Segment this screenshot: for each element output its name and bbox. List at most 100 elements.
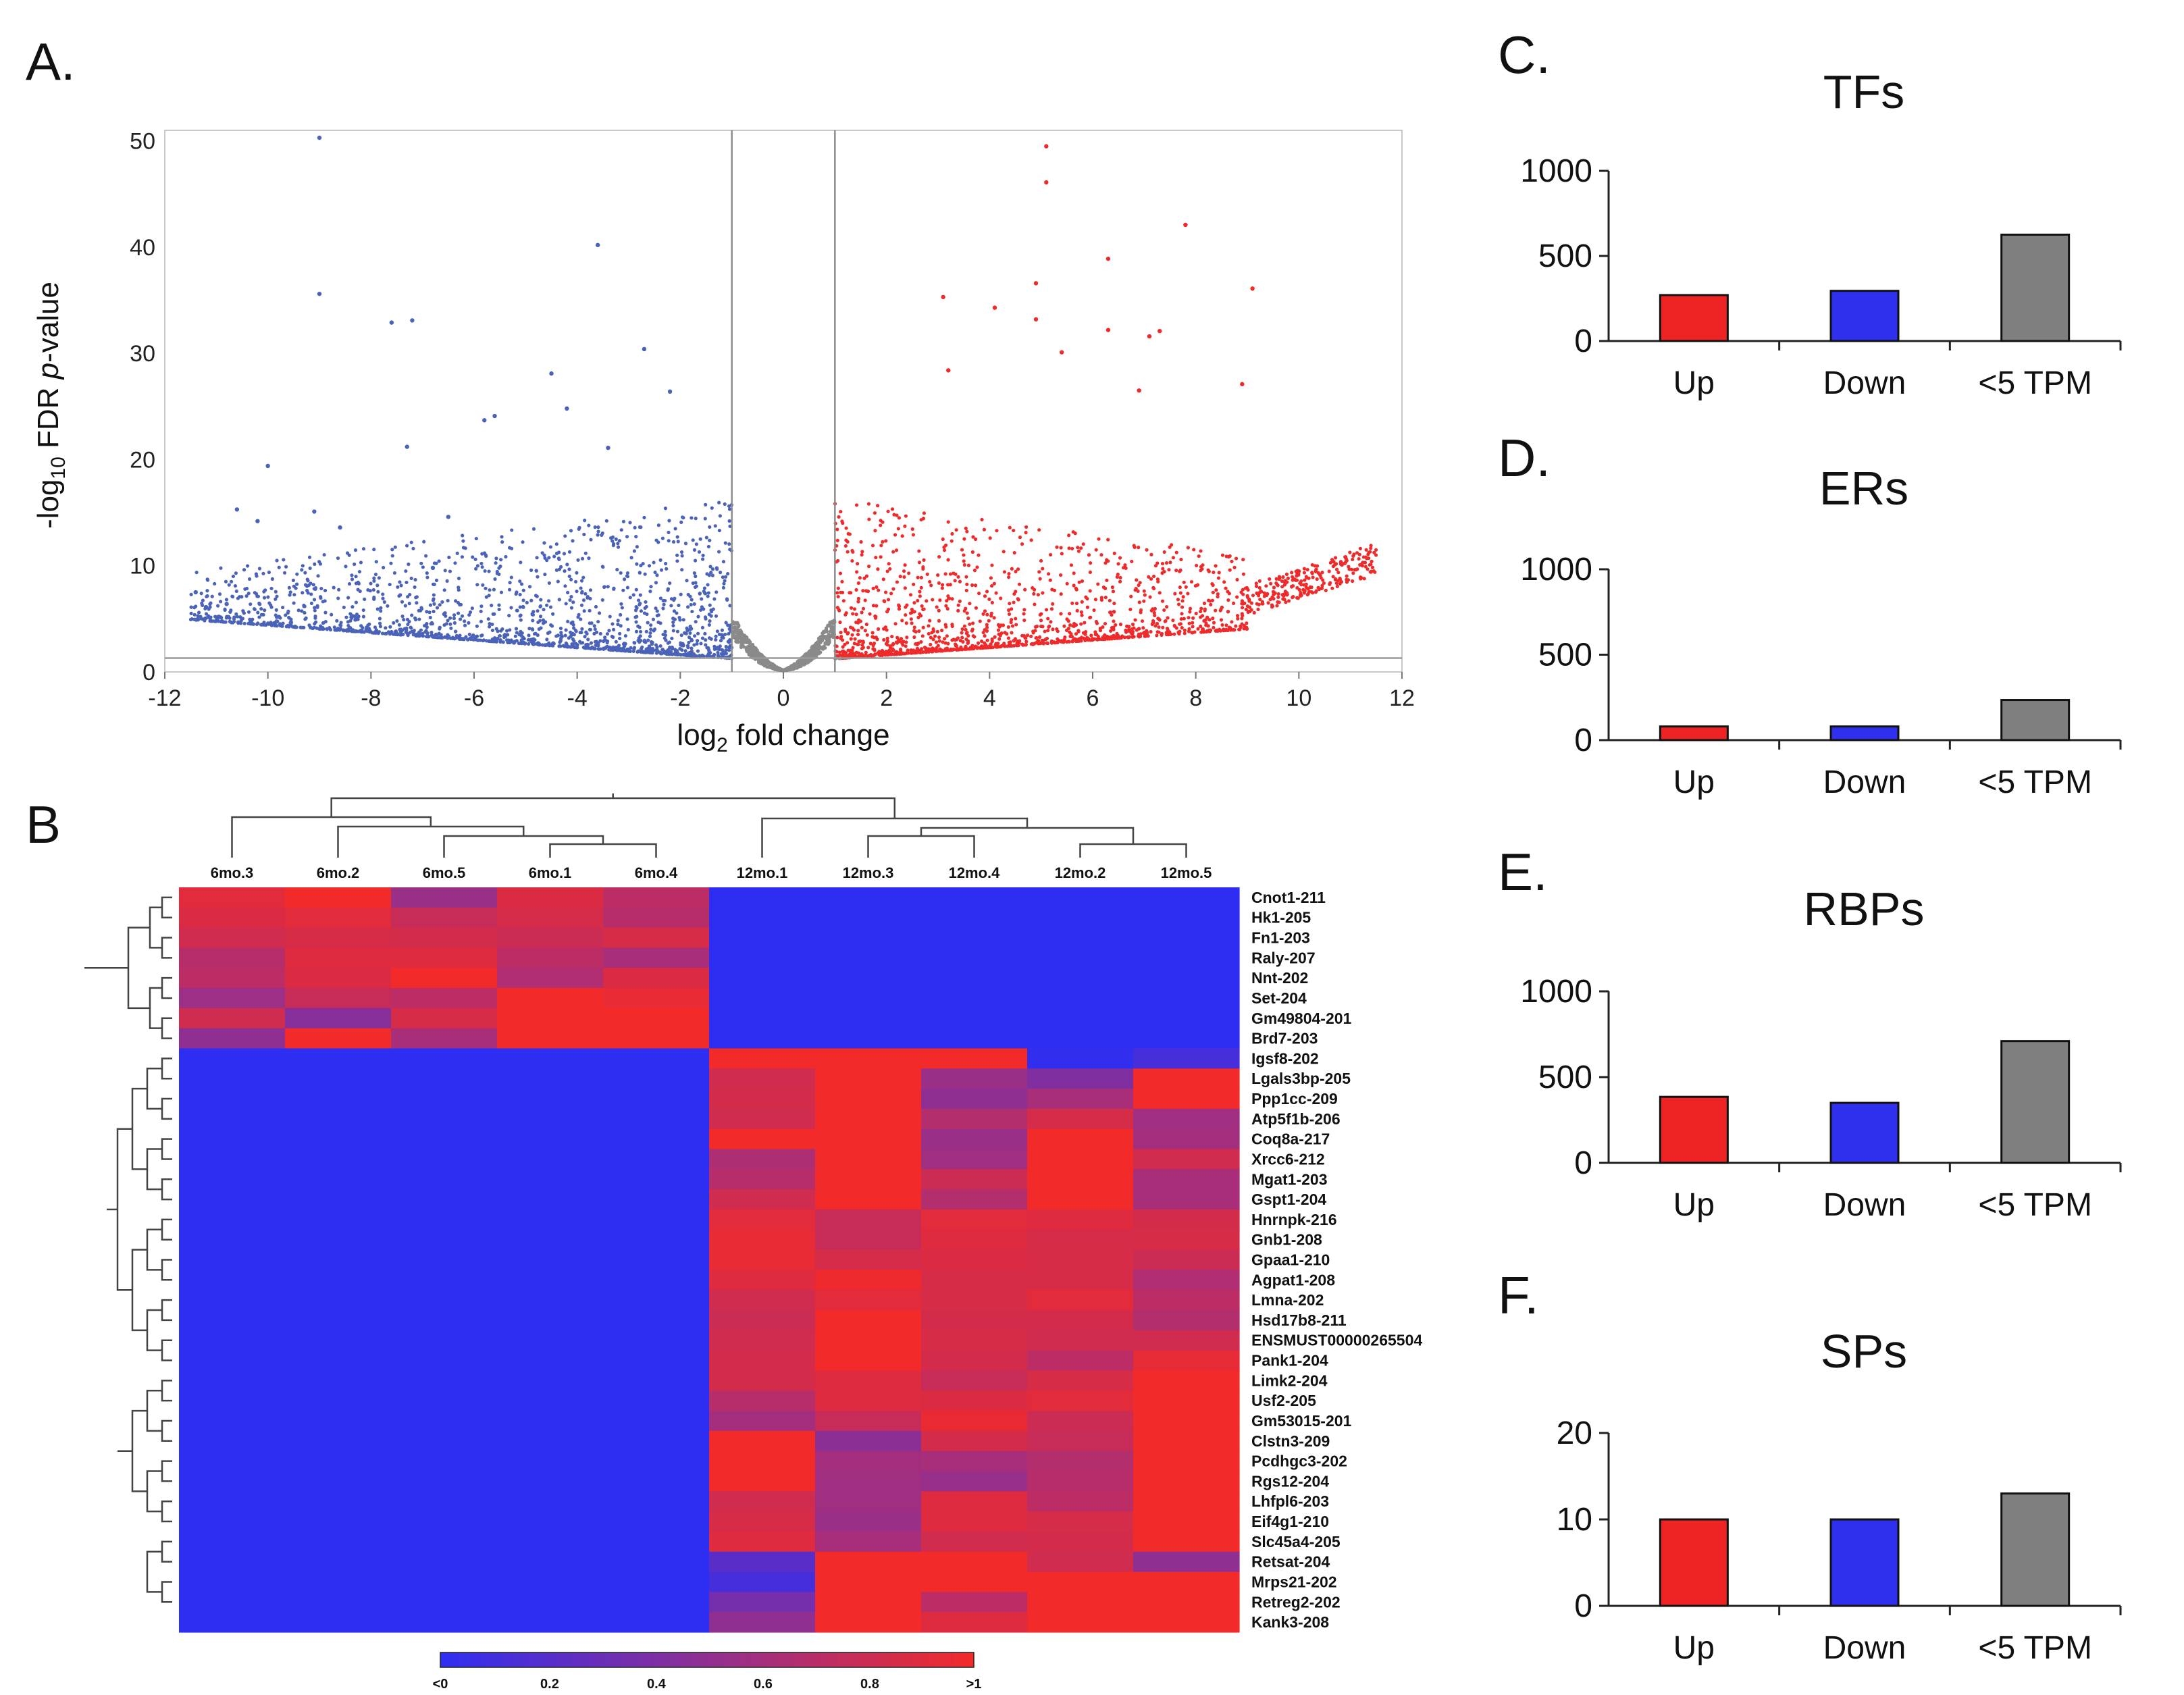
volcano-point-up [1110,626,1114,630]
heatmap-cell [497,1471,604,1492]
bar-up [1659,294,1729,342]
heatmap-cell [285,927,392,949]
volcano-point-down [573,579,578,584]
volcano-point-up [1211,583,1215,588]
volcano-point-down [296,608,301,612]
volcano-point-up [1035,636,1039,640]
volcano-point-down [646,621,650,625]
heatmap-cell [1133,1028,1240,1049]
volcano-point-up [1362,577,1366,581]
volcano-point-up [1083,638,1087,643]
bar-up [1659,1518,1729,1607]
volcano-point-up [837,608,841,612]
volcano-point-down [721,560,726,564]
heatmap-cell [285,1209,392,1230]
heatmap-cell [815,988,922,1009]
volcano-point-up [951,648,955,652]
volcano-point-down [515,639,519,643]
volcano-point-up [945,634,949,638]
volcano-point-up [835,635,839,640]
volcano-point-down [706,583,710,587]
volcano-point-down [518,614,522,618]
heatmap-cell [1133,887,1240,908]
volcano-point-up [994,591,998,595]
volcano-point-down [519,560,523,565]
volcano-point-down [587,556,591,560]
volcano-point-down [548,605,553,609]
volcano-point-up [1048,552,1053,557]
volcano-point-down [471,555,475,559]
bar-chart-title: ERs [1819,462,1908,515]
heatmap-cell [1133,1290,1240,1311]
volcano-point-down [688,631,692,635]
volcano-point-up [970,629,974,633]
volcano-point-down [727,631,731,636]
volcano-point-down [242,621,246,625]
volcano-point-up [1240,382,1245,387]
volcano-point-down [430,565,436,571]
volcano-point-down [690,646,694,650]
volcano-point-up [835,527,839,531]
heatmap-row-label: Mgat1-203 [1251,1170,1327,1188]
heatmap-cell [1027,1571,1134,1592]
volcano-point-up [1023,588,1027,592]
row-dendrogram [84,896,172,1603]
volcano-point-down [593,525,597,529]
volcano-point-down [275,594,279,598]
volcano-point-up [1010,624,1015,628]
volcano-point-down [405,544,409,548]
volcano-point-down [572,639,576,643]
volcano-point-down [600,565,604,569]
volcano-point-down [586,637,590,642]
volcano-point-up [1178,568,1182,572]
dendrogram-branch [161,1058,172,1080]
heatmap-cell [709,1008,816,1029]
volcano-point-up [1220,623,1224,627]
heatmap-cell [603,1531,710,1553]
volcano-point-up [946,520,950,524]
volcano-point-up [879,523,883,527]
heatmap-cell [603,1451,710,1472]
volcano-point-down [411,633,415,637]
volcano-point-up [860,643,864,647]
volcano-point-up [875,637,879,642]
heatmap-cell [391,1189,498,1210]
volcano-point-down [640,650,644,654]
volcano-point-down [300,568,304,572]
volcano-point-down [663,506,668,511]
volcano-point-up [1007,575,1011,579]
volcano-point-up [889,592,893,596]
volcano-point-down [649,627,653,631]
heatmap-cell [391,1612,498,1633]
volcano-point-down [487,594,491,598]
volcano-point-down [638,634,642,638]
y-tick-label: 40 [130,235,155,261]
volcano-point-up [1352,552,1356,556]
volcano-point-down [234,589,238,594]
volcano-point-down [493,577,497,581]
dendrogram-branch [146,1228,162,1271]
volcano-point-up [1240,606,1245,610]
volcano-point-up [891,550,895,554]
heatmap-cell [1027,1451,1134,1472]
volcano-point-down [354,581,359,585]
heatmap-cell [1133,1411,1240,1432]
volcano-point-down [210,594,214,598]
volcano-point-down [390,554,394,558]
volcano-point-down [660,536,665,540]
volcano-point-down [598,639,602,643]
volcano-point-down [639,525,643,529]
volcano-point-up [1160,562,1165,566]
volcano-point-up [885,636,889,640]
heatmap-cell [603,1169,710,1190]
volcano-point-up [875,604,879,608]
heatmap-column-label: 12mo.3 [843,864,894,881]
heatmap-cell [1133,1249,1240,1271]
volcano-point-up [1046,628,1050,633]
volcano-point-up [856,629,860,633]
volcano-point-down [610,648,614,652]
volcano-point-up [983,643,987,647]
volcano-point-up [1095,637,1099,642]
volcano-point-down [494,627,498,631]
volcano-point-down [725,597,729,601]
